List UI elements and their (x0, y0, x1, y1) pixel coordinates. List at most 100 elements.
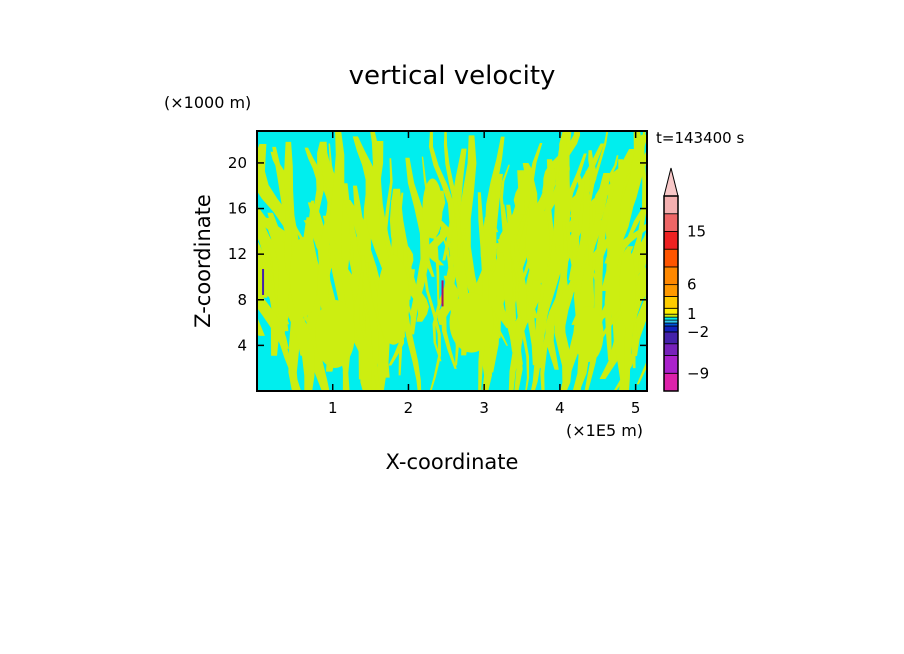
colorbar-segment (663, 266, 679, 286)
positive-streak (304, 147, 324, 221)
positive-blob (377, 254, 410, 345)
positive-streak (586, 131, 609, 266)
positive-streak (530, 277, 554, 391)
colorbar-segment (663, 307, 679, 315)
time-label: t=143400 s (656, 129, 744, 147)
plot-frame (256, 130, 648, 392)
positive-blob (315, 299, 355, 368)
positive-streak (257, 289, 289, 349)
positive-streak (344, 200, 372, 263)
positive-streak (428, 131, 455, 261)
intense-feature (441, 280, 444, 307)
colorbar-segment (663, 248, 679, 268)
positive-streak (307, 202, 348, 282)
positive-streak (599, 246, 634, 379)
positive-streak (364, 141, 396, 296)
colorbar-extend-arrow (663, 167, 679, 197)
positive-streak (286, 194, 316, 315)
x-unit-label: (×1E5 m) (566, 421, 643, 440)
positive-blob (289, 236, 318, 317)
positive-streak (584, 189, 614, 391)
positive-streak (592, 155, 619, 225)
colorbar-label: 15 (687, 222, 706, 240)
positive-streak (526, 243, 562, 319)
positive-streak (506, 204, 527, 391)
y-tick-label: 20 (228, 154, 247, 172)
x-tick-label: 4 (555, 399, 565, 417)
positive-streak (490, 188, 499, 233)
colorbar-segment (663, 316, 679, 321)
positive-streak (540, 221, 568, 391)
y-axis-label: Z-coordinate (191, 194, 215, 328)
positive-streak (496, 187, 533, 301)
positive-streak (257, 144, 294, 240)
positive-streak (510, 221, 524, 293)
positive-streak (515, 249, 530, 391)
colorbar-segment (663, 322, 679, 327)
positive-streak (582, 159, 626, 231)
positive-blob (449, 292, 494, 353)
colorbar-segment (663, 331, 679, 345)
positive-streak (421, 156, 440, 321)
positive-blob (573, 305, 604, 362)
colorbar-segment (663, 355, 679, 374)
positive-streak (601, 149, 636, 291)
y-tick-label: 12 (228, 245, 247, 263)
positive-streak (426, 221, 450, 266)
colorbar-labels: 15 6 1−2 −9 (687, 222, 709, 382)
positive-streak (458, 135, 485, 331)
colorbar-segment (663, 313, 679, 318)
positive-streak (441, 236, 457, 369)
positive-streak (513, 163, 534, 215)
positive-streak (361, 255, 379, 391)
colorbar-label: 6 (687, 276, 697, 294)
y-tick-label: 16 (228, 200, 247, 218)
positive-streak (257, 316, 265, 336)
positive-streak (260, 255, 302, 391)
positive-streak (284, 210, 309, 321)
positive-streak (471, 243, 499, 391)
positive-streak (614, 265, 647, 391)
colorbar-segment (663, 213, 679, 232)
positive-blob (525, 204, 550, 281)
positive-streak (329, 131, 351, 331)
y-unit-label: (×1000 m) (164, 93, 251, 112)
positive-streak (404, 269, 429, 322)
x-axis-ticks: 1 2 3 4 5 (328, 131, 640, 417)
colorbar (663, 167, 679, 392)
colorbar-segment (663, 319, 679, 324)
intense-feature (262, 268, 265, 295)
x-tick-label: 1 (328, 399, 338, 417)
colorbar-label: 1 (687, 305, 697, 323)
positive-blob (422, 178, 443, 239)
x-tick-label: 5 (631, 399, 641, 417)
positive-streak (443, 131, 461, 258)
colorbar-segment (663, 372, 679, 392)
positive-blob (619, 248, 636, 329)
positive-streak (423, 247, 441, 391)
positive-streak (568, 143, 605, 281)
positive-streak (623, 254, 647, 391)
colorbar-label: −2 (687, 323, 709, 341)
x-tick-label: 3 (479, 399, 489, 417)
positive-streak (596, 231, 642, 333)
colorbar-segment (663, 343, 679, 356)
x-tick-label: 2 (404, 399, 414, 417)
y-tick-label: 4 (237, 336, 247, 354)
x-axis-label: X-coordinate (386, 450, 519, 474)
colorbar-label: −9 (687, 364, 709, 382)
colorbar-frame (663, 195, 679, 392)
positive-streak (303, 220, 339, 325)
y-tick-label: 8 (237, 291, 247, 309)
positive-streak (267, 212, 303, 391)
colorbar-segment (663, 195, 679, 215)
positive-streak (554, 282, 575, 391)
y-axis-ticks: 4 8 12 16 20 (228, 154, 647, 354)
colorbar-segment (663, 296, 679, 309)
chart-title: vertical velocity (349, 61, 556, 91)
positive-streak (354, 272, 380, 391)
positive-streak (319, 187, 347, 350)
positive-streak (264, 217, 291, 332)
velocity-field (257, 131, 647, 391)
